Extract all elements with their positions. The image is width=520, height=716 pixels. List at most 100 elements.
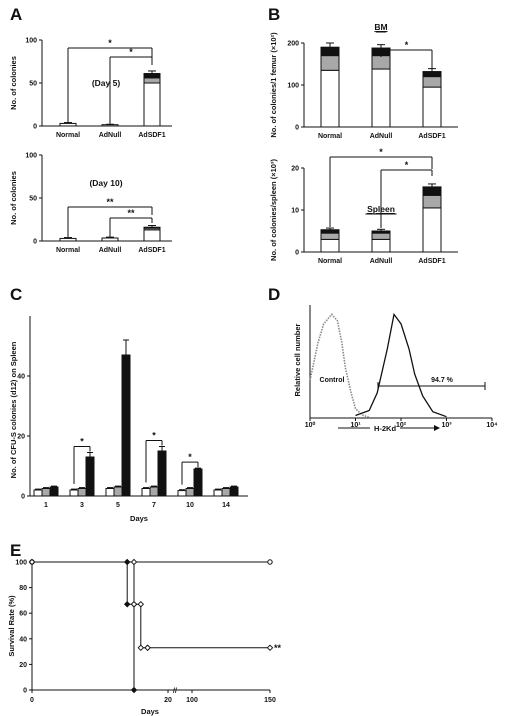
- panel-label-d: D: [268, 285, 280, 304]
- bar-segment: [143, 229, 161, 242]
- survival-marker: [137, 644, 145, 651]
- x-tick-label: AdSDF1: [418, 258, 445, 265]
- bar: [69, 489, 79, 497]
- x-tick-label: 14: [222, 502, 230, 509]
- significance-mark: **: [274, 643, 282, 653]
- bar-segment: [320, 232, 340, 240]
- y-axis-label: No. of colonies: [9, 56, 18, 110]
- x-tick-label: 10: [186, 502, 194, 509]
- x-tick-label: AdSDF1: [138, 132, 165, 139]
- x-tick-label: AdNull: [99, 132, 122, 139]
- bar-segment: [371, 232, 391, 240]
- y-tick-label: 0: [33, 124, 37, 131]
- x-tick-label: 1: [44, 502, 48, 509]
- chart-annotation: (Day 5): [92, 78, 121, 88]
- panel-b-bm-chart: 0 100 200 No. of colonies/1 femur (×10²) BM N…: [269, 22, 458, 140]
- y-tick-label: 0: [23, 688, 27, 695]
- survival-marker: [123, 601, 131, 608]
- significance-mark: *: [108, 38, 112, 48]
- bar: [193, 468, 203, 497]
- bar-segment: [320, 46, 340, 57]
- bar-segment: [371, 55, 391, 70]
- bar: [149, 486, 159, 497]
- gate-label: 94.7 %: [431, 377, 454, 384]
- significance-mark: **: [127, 208, 135, 218]
- bar-segment: [320, 229, 340, 234]
- bar-segment: [143, 77, 161, 84]
- y-tick-label: 20: [291, 166, 299, 173]
- survival-marker: [130, 558, 138, 566]
- x-axis-label: Days: [141, 707, 159, 716]
- y-tick-label: 0: [21, 494, 25, 501]
- x-tick-label: 3: [80, 502, 84, 509]
- x-tick-label: 150: [264, 697, 276, 704]
- bar-segment: [371, 238, 391, 253]
- survival-line: [32, 561, 270, 649]
- x-tick-label: 5: [116, 502, 120, 509]
- survival-marker: [130, 686, 138, 694]
- bar-segment: [59, 122, 77, 127]
- significance-mark: *: [80, 437, 84, 447]
- significance-mark: *: [152, 431, 156, 441]
- y-tick-label: 20: [17, 434, 25, 441]
- x-tick-label: 20: [164, 697, 172, 704]
- bar-segment: [101, 237, 119, 242]
- bar: [33, 489, 43, 497]
- survival-marker: [266, 644, 274, 651]
- bar-segment: [371, 68, 391, 128]
- y-tick-label: 50: [29, 81, 37, 88]
- bar-segment: [143, 226, 161, 229]
- bar-segment: [422, 76, 442, 88]
- panel-label-e: E: [10, 541, 21, 560]
- bar: [105, 488, 115, 497]
- significance-mark: *: [379, 147, 383, 157]
- y-tick-label: 0: [295, 125, 299, 132]
- y-axis-label: No. of colonies: [9, 171, 18, 225]
- y-tick-label: 10: [291, 208, 299, 215]
- bar: [85, 456, 95, 497]
- bar-segment: [320, 238, 340, 253]
- bar: [185, 488, 195, 497]
- x-axis-arrow-head: [434, 425, 440, 431]
- control-label: Control: [320, 377, 345, 384]
- x-tick-label: AdSDF1: [418, 133, 445, 140]
- y-tick-label: 100: [287, 83, 299, 90]
- bar-segment: [320, 69, 340, 128]
- x-tick-label: AdNull: [370, 133, 393, 140]
- axis-break-mark: //: [173, 688, 177, 695]
- x-tick-label: 10¹: [350, 422, 361, 429]
- y-tick-label: 60: [19, 611, 27, 618]
- y-tick-label: 50: [29, 196, 37, 203]
- bar: [113, 486, 123, 497]
- x-tick-label: Normal: [56, 132, 80, 139]
- x-tick-label: Normal: [56, 247, 80, 254]
- survival-marker: [28, 558, 36, 566]
- y-tick-label: 200: [287, 41, 299, 48]
- y-tick-label: 20: [19, 662, 27, 669]
- y-axis-label: Survival Rate (%): [7, 595, 16, 657]
- x-tick-label: 7: [152, 502, 156, 509]
- y-tick-label: 100: [25, 38, 37, 45]
- panel-e-survival-chart: 0 20 40 60 80 100 0 20 100 150 // Survival Rate (%)…: [7, 558, 282, 716]
- survival-marker: [130, 601, 138, 608]
- bar: [77, 488, 87, 497]
- y-tick-label: 40: [17, 374, 25, 381]
- survival-marker: [144, 644, 151, 651]
- y-axis-label: No. of CFU-S colonies (d12) on Spleen: [9, 341, 18, 478]
- significance-mark: *: [129, 47, 133, 57]
- bar-segment: [320, 55, 340, 71]
- chart-annotation: (Day 10): [89, 178, 122, 188]
- survival-line: [32, 561, 135, 690]
- sample-histogram-line: [355, 312, 447, 418]
- panel-label-b: B: [268, 5, 280, 24]
- bar-segment: [143, 73, 161, 79]
- bar-segment: [422, 186, 442, 196]
- bar: [157, 450, 167, 497]
- significance-mark: *: [405, 160, 409, 170]
- survival-marker: [137, 601, 145, 608]
- bar-segment: [59, 237, 77, 242]
- bar: [121, 354, 131, 497]
- survival-marker: [267, 559, 273, 565]
- panel-label-c: C: [10, 285, 22, 304]
